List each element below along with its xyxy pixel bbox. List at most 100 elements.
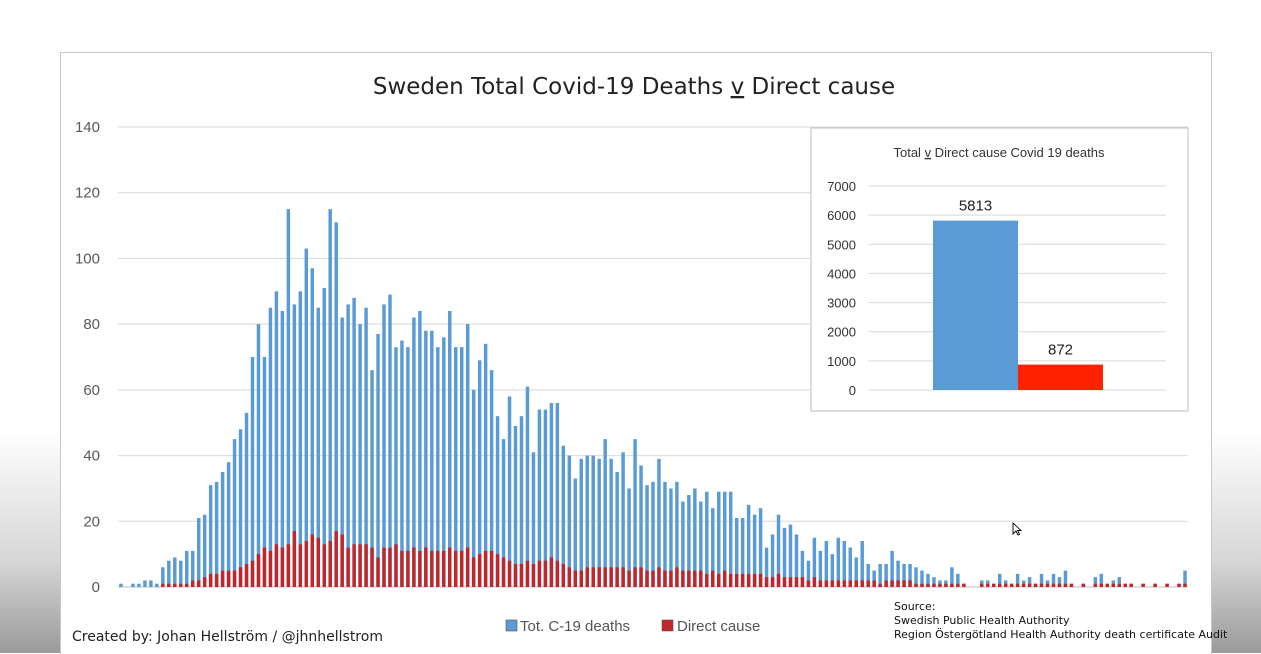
bar-total (280, 311, 285, 587)
bar-direct-cause (651, 570, 655, 587)
bar-direct-cause (884, 580, 888, 587)
bar-total (705, 491, 709, 587)
bar-total (322, 288, 326, 587)
bar-direct-cause (185, 583, 189, 587)
bar-total (639, 465, 643, 587)
bar-total (1027, 577, 1032, 587)
bar-direct-cause (740, 573, 745, 587)
main-y-tick-label: 20 (83, 513, 100, 530)
bar-direct-cause (477, 554, 482, 587)
bar-direct-cause (328, 541, 332, 587)
bar-total (920, 570, 924, 587)
bar-direct-cause (621, 567, 625, 587)
bar-total (854, 557, 858, 587)
bar-direct-cause (167, 583, 171, 587)
bar-direct-cause (448, 547, 452, 587)
bar-direct-cause (717, 573, 721, 587)
bar-total (226, 462, 231, 587)
bar-total (310, 268, 315, 587)
bar-direct-cause (746, 573, 751, 587)
bar-total (137, 583, 141, 587)
bar-direct-cause (310, 534, 315, 587)
bar-direct-cause (818, 580, 823, 587)
bar-direct-cause (220, 570, 225, 587)
bar-total (465, 324, 470, 587)
legend-swatch-direct (661, 619, 674, 632)
bar-direct-cause (238, 567, 243, 587)
main-title-part-1: Sweden Total Covid-19 Deaths (373, 74, 731, 100)
bar-direct-cause (997, 583, 1002, 587)
inset-chart-title: Total v Direct cause Covid 19 deaths (893, 145, 1105, 160)
inset-title-part-1: Total (893, 145, 924, 160)
bar-total (196, 518, 201, 587)
bar-total (597, 458, 601, 587)
bar-direct-cause (1045, 583, 1050, 587)
bar-direct-cause (633, 567, 637, 587)
bar-direct-cause (232, 570, 237, 587)
bar-direct-cause (722, 570, 727, 587)
bar-direct-cause (1093, 583, 1098, 587)
bar-total (782, 527, 787, 587)
bar-direct-cause (764, 577, 769, 587)
bar-direct-cause (495, 554, 500, 587)
bar-total (430, 330, 434, 587)
main-legend: Tot. C-19 deaths Direct cause (505, 618, 760, 635)
bar-direct-cause (657, 567, 661, 587)
inset-data-label: 872 (1048, 342, 1073, 359)
bar-direct-cause (340, 534, 344, 587)
bar-total (352, 297, 356, 587)
bar-total (1117, 577, 1121, 587)
bar-direct-cause (376, 557, 380, 587)
bar-total (1057, 577, 1062, 587)
bar-direct-cause (298, 544, 303, 587)
bar-total (1099, 573, 1104, 587)
bar-total (316, 307, 320, 587)
bar-total (866, 564, 870, 587)
bar-direct-cause (806, 580, 811, 587)
bar-direct-cause (920, 583, 924, 587)
bar-total (699, 501, 703, 587)
bar-direct-cause (752, 573, 757, 587)
bar-direct-cause (519, 564, 524, 587)
bar-direct-cause (501, 557, 506, 587)
bar-direct-cause (980, 583, 984, 587)
inset-y-tick-label: 7000 (827, 179, 856, 194)
source-line-2: Region Östergötland Health Authority dea… (894, 628, 1228, 641)
bar-direct-cause (513, 564, 518, 587)
bar-total (119, 583, 123, 587)
inset-y-tick-label: 0 (849, 383, 856, 398)
bar-total (764, 547, 769, 587)
bar-total (950, 567, 954, 587)
main-y-tick-label: 100 (75, 250, 100, 267)
bar-direct-cause (776, 573, 781, 587)
bar-total (418, 311, 422, 587)
bar-total (740, 518, 745, 587)
inset-data-labels: 5813 872 (959, 198, 1073, 359)
bar-total (286, 209, 291, 587)
bar-total (454, 347, 458, 587)
bar-total (214, 481, 219, 587)
bar-direct-cause (824, 580, 829, 587)
bar-direct-cause (669, 570, 673, 587)
bar-total (711, 508, 715, 587)
bar-direct-cause (292, 531, 297, 587)
bar-total (507, 396, 512, 587)
bar-direct-cause (788, 577, 793, 587)
bar-total (364, 307, 368, 587)
bar-total (579, 458, 584, 587)
bar-direct-cause (190, 580, 195, 587)
bar-direct-cause (280, 547, 285, 587)
bar-total (155, 583, 159, 587)
bar-total (567, 455, 572, 587)
bar-direct-cause (932, 583, 936, 587)
bar-total (752, 514, 757, 587)
bar-direct-cause (812, 577, 817, 587)
source-block: Source: Swedish Public Health Authority … (894, 600, 1227, 642)
bar-direct-cause (1183, 583, 1187, 587)
bar-direct-cause (1129, 583, 1133, 587)
bar-direct-cause (770, 577, 775, 587)
bar-direct-cause (681, 570, 685, 587)
bar-total (424, 330, 428, 587)
bar-total (167, 560, 171, 587)
